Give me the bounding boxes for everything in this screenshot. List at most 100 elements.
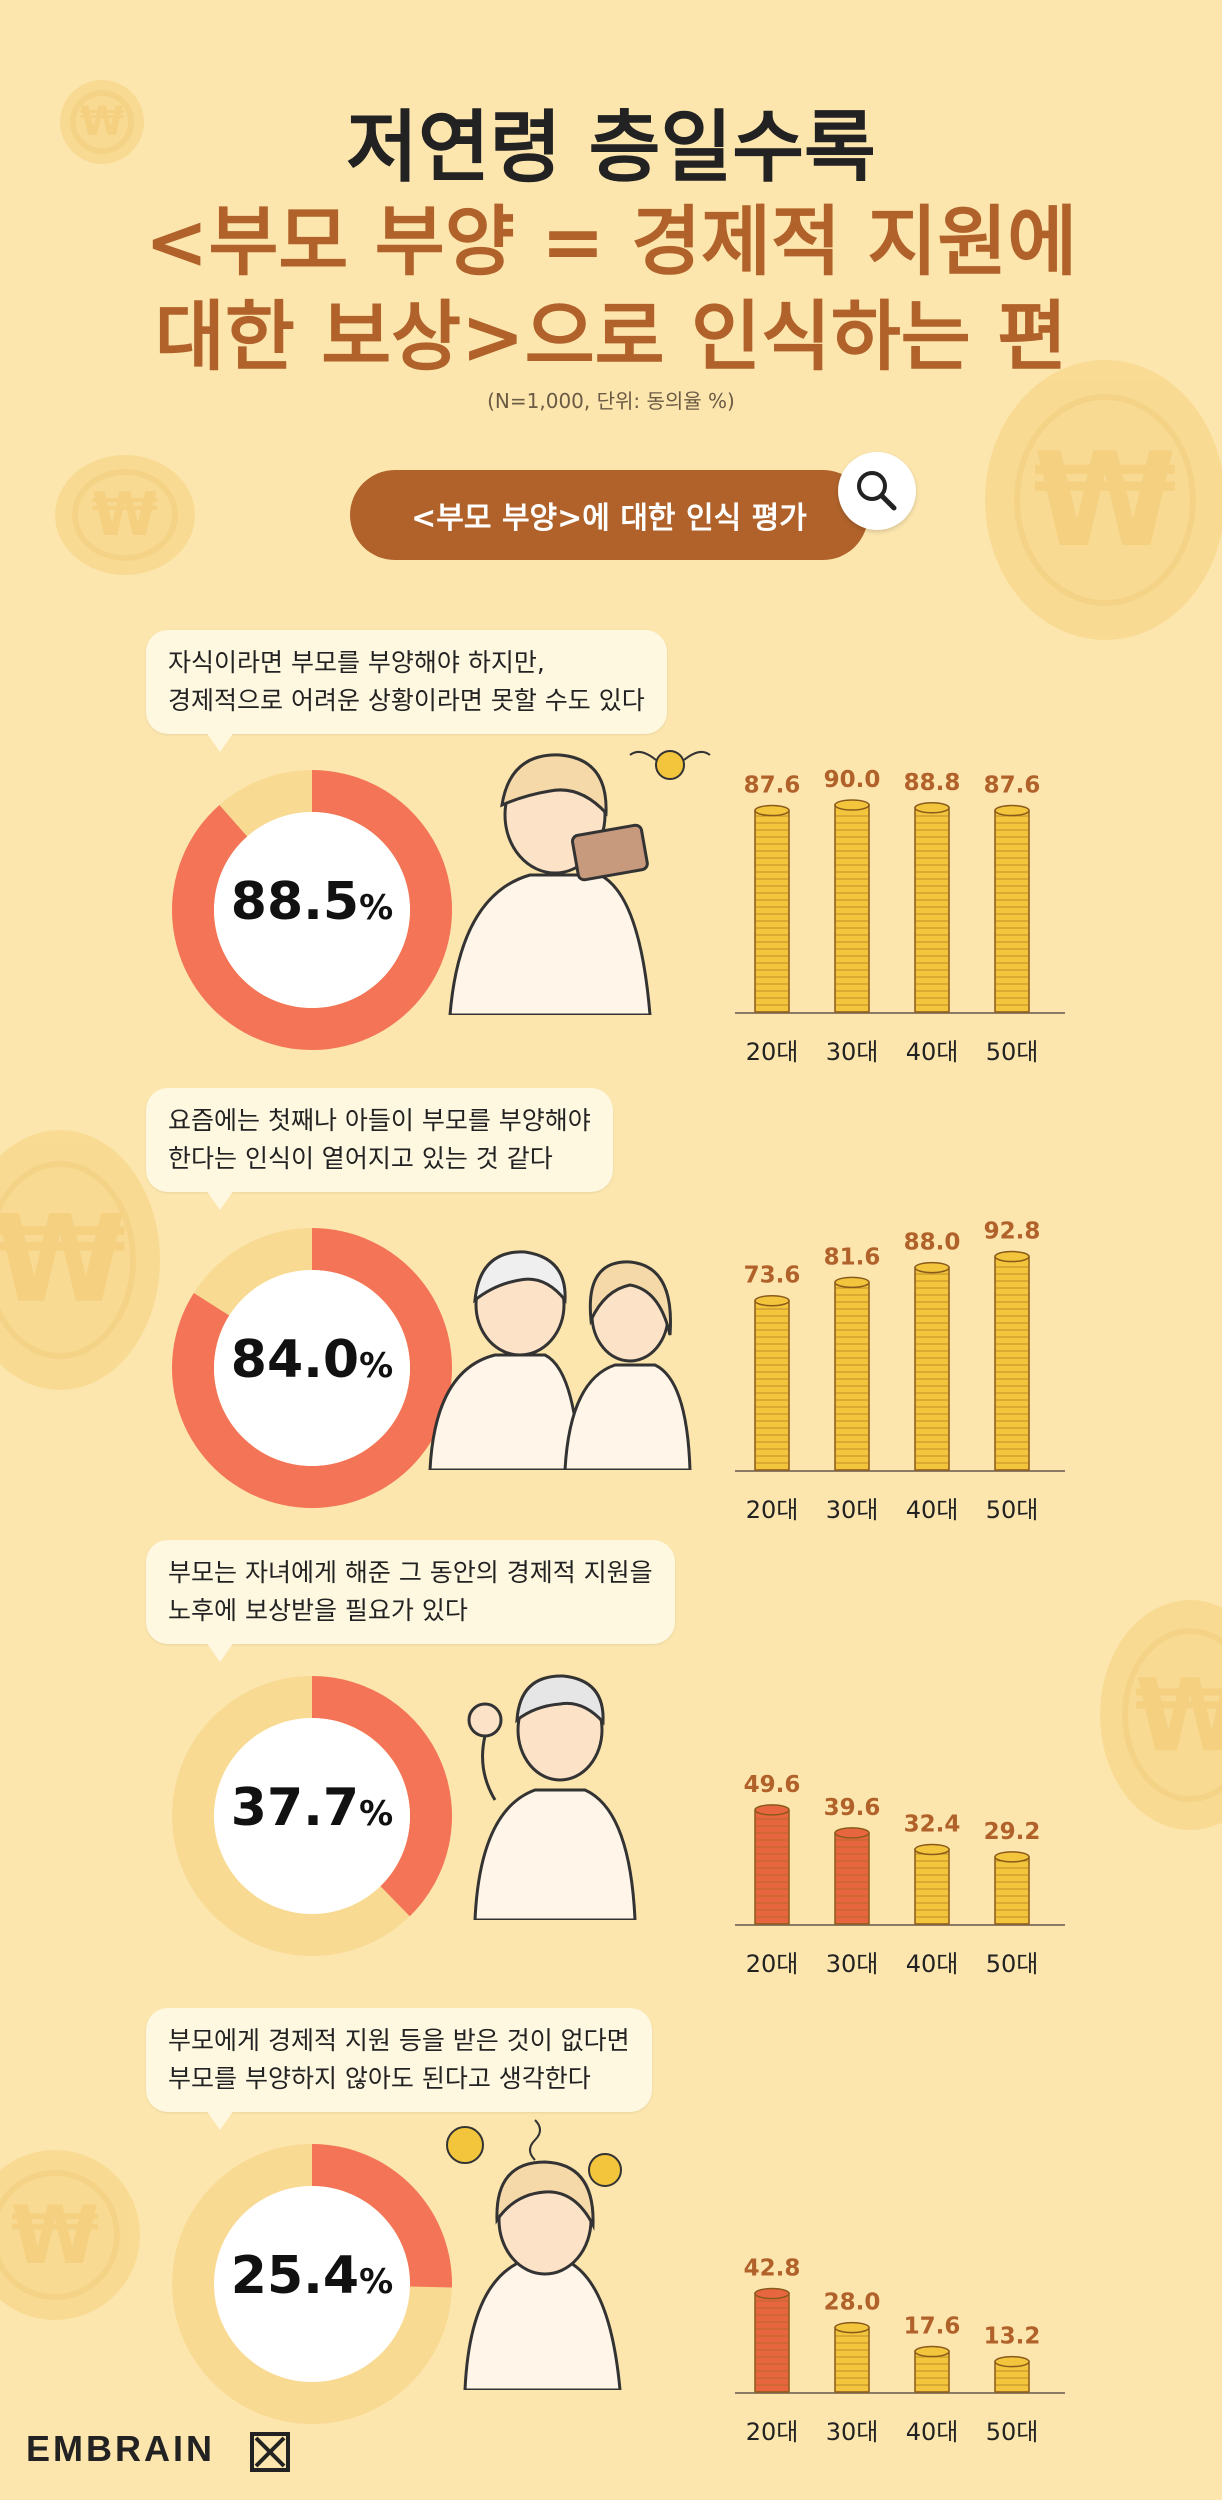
age-category-label: 30대 xyxy=(826,2418,879,2446)
bar-20대 xyxy=(754,1294,790,1471)
age-category-label: 20대 xyxy=(746,1038,799,1066)
statement-line: 자식이라면 부모를 부양해야 하지만, xyxy=(168,648,545,677)
bar-40대 xyxy=(914,802,950,1013)
bar-value-label: 73.6 xyxy=(744,1263,801,1289)
bar-30대 xyxy=(834,1827,870,1925)
bar-value-label: 39.6 xyxy=(824,1795,881,1821)
statement-line: 한다는 인식이 옅어지고 있는 것 같다 xyxy=(168,1144,553,1173)
bar-30대 xyxy=(834,799,870,1013)
statement-line: 경제적으로 어려운 상황이라면 못할 수도 있다 xyxy=(168,686,645,715)
donut-arc xyxy=(172,1228,453,1508)
magnifier-icon xyxy=(838,452,916,530)
bar-value-label: 88.8 xyxy=(904,770,961,796)
coin-stack-bar xyxy=(754,1809,790,1925)
bar-30대 xyxy=(834,2321,870,2393)
person-with-wallet-illustration xyxy=(448,750,711,1015)
age-bar-chart: 87.6 20대 90.0 30대 88.8 40대 87.6 50대 xyxy=(735,767,1065,1066)
coin-top xyxy=(914,802,950,814)
total-donut xyxy=(172,1676,453,1956)
bar-20대 xyxy=(754,2287,790,2393)
total-percentage: 84.0% xyxy=(230,1330,394,1390)
coin-top xyxy=(994,2355,1030,2368)
coin-stack-bar xyxy=(754,1299,790,1471)
bar-40대 xyxy=(914,2345,950,2393)
statement-bubble: 부모에게 경제적 지원 등을 받은 것이 없다면 부모를 부양하지 않아도 된다… xyxy=(146,2008,652,2130)
coin-top xyxy=(754,2287,790,2300)
coin-stack-bar xyxy=(994,1255,1030,1471)
coin-stack-bar xyxy=(834,1281,870,1471)
bar-50대 xyxy=(994,1851,1030,1925)
decorative-coin: ₩ xyxy=(0,1130,160,1390)
bar-value-label: 49.6 xyxy=(744,1772,801,1798)
title-line-2: <부모 부양 = 경제적 지원에 xyxy=(144,197,1078,286)
section-label: <부모 부양>에 대한 인식 평가 xyxy=(350,470,868,560)
donut-center xyxy=(214,812,410,1008)
brand-mark-icon xyxy=(250,2432,290,2472)
coin-top xyxy=(834,2321,870,2334)
age-category-label: 40대 xyxy=(906,1496,959,1524)
age-category-label: 50대 xyxy=(986,1038,1039,1066)
donut-arc xyxy=(312,2144,452,2288)
bar-value-label: 90.0 xyxy=(824,767,881,793)
coin-top xyxy=(834,1276,870,1289)
age-category-label: 20대 xyxy=(746,1950,799,1978)
coin-stack-bar xyxy=(914,1266,950,1471)
two-people-illustration xyxy=(428,1250,692,1470)
coin-top xyxy=(754,1294,790,1307)
age-category-label: 40대 xyxy=(906,1950,959,1978)
coin-top xyxy=(914,1261,950,1274)
donut-center xyxy=(214,1270,410,1466)
donut-center xyxy=(214,2186,410,2382)
decorative-coin: ₩ xyxy=(55,455,195,575)
title-line-1: 저연령 층일수록 xyxy=(346,103,876,193)
age-category-label: 40대 xyxy=(906,1038,959,1066)
age-category-label: 30대 xyxy=(826,1496,879,1524)
age-bar-chart: 49.6 20대 39.6 30대 32.4 40대 29.2 50대 xyxy=(735,1772,1065,1978)
decorative-coin: ₩ xyxy=(0,2150,140,2320)
title-line-3: 대한 보상>으로 인식하는 편 xyxy=(154,292,1068,381)
age-bar-chart: 42.8 20대 28.0 30대 17.6 40대 13.2 50대 xyxy=(735,2256,1065,2446)
age-category-label: 40대 xyxy=(906,2418,959,2446)
ok-gesture-man-illustration xyxy=(467,1674,637,1920)
coin-top xyxy=(994,1851,1030,1863)
statement-bubble: 부모는 자녀에게 해준 그 동안의 경제적 지원을 노후에 보상받을 필요가 있… xyxy=(146,1540,675,1662)
bar-value-label: 13.2 xyxy=(984,2324,1041,2350)
bar-40대 xyxy=(914,1261,950,1471)
bar-20대 xyxy=(754,1804,790,1925)
coin-stack-bar xyxy=(914,807,950,1013)
statement-line: 요즘에는 첫째나 아들이 부모를 부양해야 xyxy=(168,1106,591,1135)
age-category-label: 20대 xyxy=(746,1496,799,1524)
decorative-coin: ₩ xyxy=(60,80,144,164)
decorative-coin: ₩ xyxy=(1100,1600,1222,1830)
bar-value-label: 32.4 xyxy=(904,1811,961,1837)
statement-line: 노후에 보상받을 필요가 있다 xyxy=(168,1596,468,1625)
coin-top xyxy=(754,804,790,817)
sample-note: (N=1,000, 단위: 동의율 %) xyxy=(487,389,735,413)
coin-top xyxy=(994,804,1030,817)
age-category-label: 30대 xyxy=(826,1038,879,1066)
worried-woman-illustration xyxy=(446,2119,622,2390)
coin-top xyxy=(994,1250,1030,1263)
statement-line: 부모에게 경제적 지원 등을 받은 것이 없다면 xyxy=(168,2026,630,2055)
bar-value-label: 87.6 xyxy=(744,773,801,799)
bar-value-label: 17.6 xyxy=(904,2314,961,2340)
total-percentage: 37.7% xyxy=(230,1778,394,1838)
coin-stack-bar xyxy=(914,2350,950,2393)
bar-50대 xyxy=(994,804,1030,1013)
statement-line: 부모를 부양하지 않아도 된다고 생각한다 xyxy=(168,2064,591,2093)
donut-arc xyxy=(171,770,452,1050)
age-category-label: 50대 xyxy=(986,2418,1039,2446)
statement-bubble: 자식이라면 부모를 부양해야 하지만, 경제적으로 어려운 상황이라면 못할 수… xyxy=(146,630,667,752)
bar-value-label: 92.8 xyxy=(984,1219,1041,1245)
brand-logo: EMBRAIN xyxy=(26,2428,215,2469)
age-category-label: 20대 xyxy=(746,2418,799,2446)
bar-20대 xyxy=(754,804,790,1013)
coin-top xyxy=(834,799,870,811)
bar-50대 xyxy=(994,1250,1030,1471)
total-percentage: 88.5% xyxy=(230,872,394,932)
coin-top xyxy=(834,1827,870,1839)
bar-value-label: 28.0 xyxy=(824,2290,881,2316)
statement-line: 부모는 자녀에게 해준 그 동안의 경제적 지원을 xyxy=(168,1558,653,1587)
total-donut xyxy=(172,1228,453,1508)
coin-stack-bar xyxy=(914,1848,950,1925)
